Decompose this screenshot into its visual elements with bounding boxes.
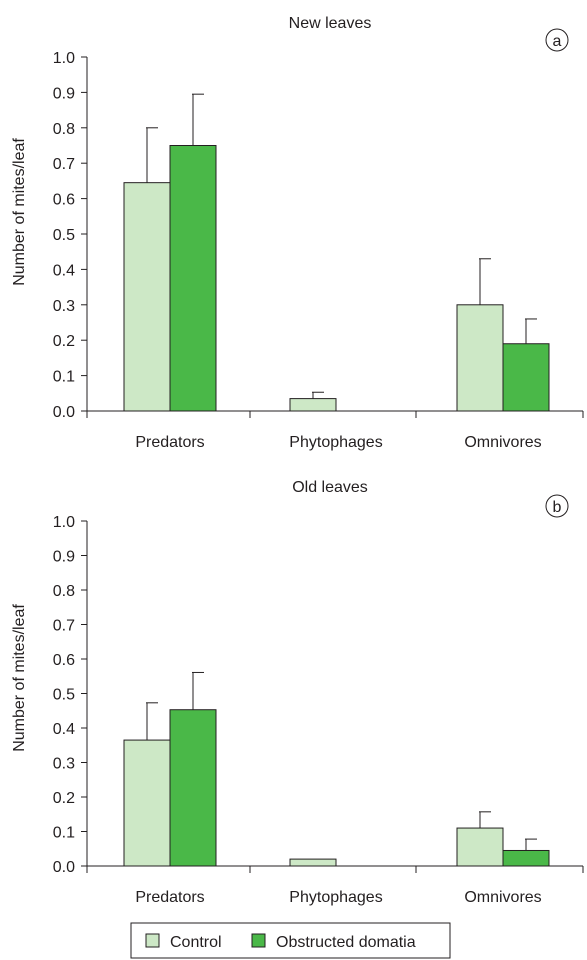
panel-a-y-tick-label: 0.8 <box>53 121 75 138</box>
panel-a-category-label: Phytophages <box>289 434 382 451</box>
panel-b-y-tick-label: 0.2 <box>53 790 75 807</box>
panel-b-title: Old leaves <box>292 479 368 496</box>
panel-a-y-tick-label: 0.7 <box>53 156 75 173</box>
panel-a-y-tick-label: 0.9 <box>53 85 75 102</box>
panel-b-y-tick-label: 0.6 <box>53 652 75 669</box>
panel-b-label-badge: b <box>545 494 569 518</box>
legend-label-obstructed: Obstructed domatia <box>276 934 416 951</box>
panel-b-bar-control <box>123 739 171 867</box>
panel-b-y-tick-label: 1.0 <box>53 514 75 531</box>
legend: Control Obstructed domatia <box>130 922 451 959</box>
panel-a-y-tick-label: 0.4 <box>53 262 75 279</box>
panel-b-y-axis-label: Number of mites/leaf <box>11 604 28 752</box>
panel-b-y-tick-label: 0.4 <box>53 721 75 738</box>
panel-a-bar-control <box>456 304 504 412</box>
panel-a-category-label: Omnivores <box>464 434 541 451</box>
panel-b-bar-obstructed <box>169 709 217 867</box>
panel-b-plot: 0.0 0.1 0.2 0.3 0.4 0.5 0.6 0.7 0.8 0.9 1.0 Predato… <box>53 514 584 906</box>
panel-b-y-tick-label: 0.7 <box>53 618 75 635</box>
panel-b-y-tick-label: 0.1 <box>53 825 75 842</box>
panel-b-label: b <box>553 499 562 516</box>
panel-a-bar-control <box>289 398 337 412</box>
panel-a-category-label: Predators <box>135 434 204 451</box>
legend-swatch-obstructed <box>251 933 266 948</box>
panel-b-category-label: Predators <box>135 889 204 906</box>
panel-a-y-tick-label: 0.1 <box>53 369 75 386</box>
panel-a-y-tick-label: 0.0 <box>53 404 75 421</box>
panel-a-bar-obstructed <box>502 343 550 412</box>
legend-box <box>130 922 451 959</box>
panel-a-y-tick-label: 0.6 <box>53 192 75 209</box>
panel-a-y-axis-label: Number of mites/leaf <box>11 138 28 286</box>
panel-b-y-tick-label: 0.5 <box>53 687 75 704</box>
panel-b-y-tick-label: 0.0 <box>53 859 75 876</box>
panel-a-label-badge: a <box>545 28 569 52</box>
panel-b-bar-control <box>289 858 337 867</box>
panel-b-category-label: Omnivores <box>464 889 541 906</box>
panel-b-y-tick-label: 0.8 <box>53 583 75 600</box>
panel-a-title: New leaves <box>289 15 372 32</box>
panel-b-y-tick-label: 0.3 <box>53 756 75 773</box>
panel-a-label: a <box>553 33 562 50</box>
panel-b-y-tick-label: 0.9 <box>53 549 75 566</box>
panel-a-plot: 0.0 0.1 0.2 0.3 0.4 0.5 0.6 0.7 0.8 0.9 1.0 Predato… <box>53 50 584 451</box>
panel-a-bar-control <box>123 182 171 412</box>
panel-a-y-tick-label: 0.3 <box>53 298 75 315</box>
panel-a-bar-obstructed <box>169 145 217 412</box>
panel-a-y-tick-label: 0.5 <box>53 227 75 244</box>
legend-swatch-control <box>145 933 160 948</box>
legend-label-control: Control <box>170 934 222 951</box>
panel-a-y-tick-label: 0.2 <box>53 333 75 350</box>
panel-a-y-tick-label: 1.0 <box>53 50 75 67</box>
panel-b-category-label: Phytophages <box>289 889 382 906</box>
panel-b-bar-control <box>456 827 504 867</box>
panel-b-bar-obstructed <box>502 849 550 867</box>
